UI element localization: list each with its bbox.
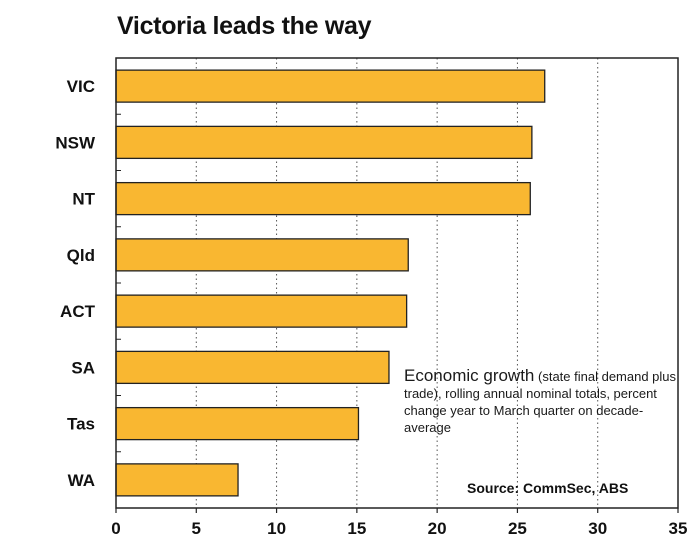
y-tick-label: SA [71, 358, 95, 377]
bar-qld [115, 238, 409, 272]
source-note: Source: CommSec, ABS [467, 480, 629, 496]
chart-annotation: Economic growth (state final demand plus… [404, 367, 690, 436]
y-tick-label: NSW [55, 133, 96, 152]
x-tick-label: 35 [669, 519, 688, 538]
x-tick-label: 25 [508, 519, 527, 538]
x-tick-label: 10 [267, 519, 286, 538]
x-axis-ticks: 0 5 10 15 20 25 30 35 [111, 508, 687, 538]
bar-tas [115, 406, 360, 441]
annotation-main-text: Economic growth [404, 366, 535, 385]
x-tick-label: 20 [428, 519, 447, 538]
bar-vic [115, 69, 546, 103]
y-tick-label: Tas [67, 415, 95, 434]
plot-frame [115, 57, 679, 509]
bar-sa [115, 350, 390, 385]
bar-act [115, 294, 408, 328]
chart-title: Victoria leads the way [117, 12, 372, 40]
x-tick-label: 15 [347, 519, 366, 538]
x-tick-label: 30 [588, 519, 607, 538]
x-tick-label: 5 [192, 519, 201, 538]
bar-nt [115, 181, 531, 216]
y-tick-label: NT [72, 190, 95, 209]
x-tick-label: 0 [111, 519, 120, 538]
y-axis-ticks: VIC NSW NT Qld ACT SA Tas WA [55, 77, 121, 490]
annotation-detail-text: (state final demand plus trade), rolling… [404, 369, 677, 435]
y-tick-label: Qld [67, 246, 95, 265]
y-tick-label: WA [68, 471, 95, 490]
y-tick-label: ACT [60, 302, 96, 321]
bars [115, 69, 546, 497]
y-tick-label: VIC [67, 77, 95, 96]
bar-wa [115, 463, 239, 497]
bar-nsw [115, 125, 533, 160]
gridlines [195, 58, 599, 508]
